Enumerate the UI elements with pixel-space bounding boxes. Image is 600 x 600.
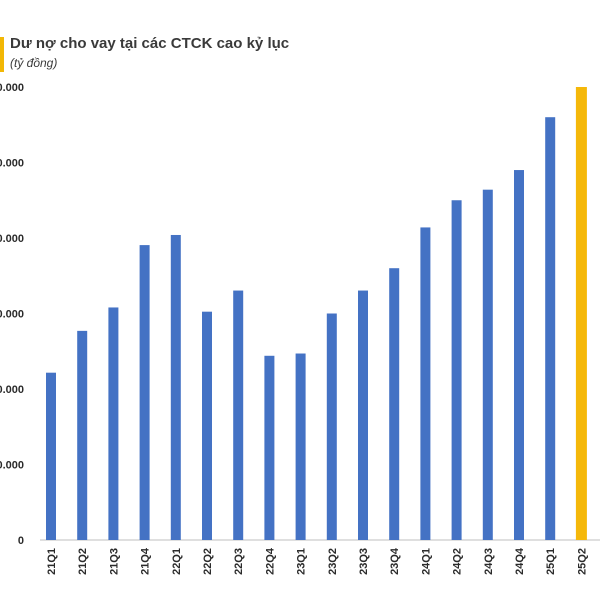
x-tick-label: 23Q4 (389, 547, 401, 575)
bar-25q1 (545, 117, 556, 540)
y-tick-label: 0.000 (0, 309, 24, 321)
y-tick-label: 0.000 (0, 384, 24, 396)
bar-21q3 (108, 307, 119, 540)
x-tick-label: 24Q3 (483, 548, 495, 575)
chart-subtitle: (tỷ đồng) (10, 56, 58, 70)
y-tick-label: 0.000 (0, 158, 24, 170)
chart-title: Dư nợ cho vay tại các CTCK cao kỷ lục (10, 35, 290, 52)
bar-24q4 (514, 170, 524, 541)
bar-24q3 (482, 189, 493, 540)
bar-22q4 (264, 355, 275, 540)
bar-25q2 (575, 87, 587, 540)
x-tick-label: 21Q4 (140, 547, 152, 575)
x-tick-label: 24Q4 (514, 547, 526, 575)
bar-23q2 (326, 313, 337, 540)
bar-24q1 (420, 227, 431, 540)
x-tick-label: 22Q2 (202, 548, 214, 575)
bar-21q4 (139, 245, 150, 541)
y-tick-label: 0.000 (0, 460, 24, 472)
x-tick-label: 24Q1 (420, 548, 432, 575)
bars-group (46, 87, 587, 541)
x-tick-label: 25Q1 (545, 548, 557, 575)
bar-22q2 (202, 311, 212, 540)
bar-22q1 (170, 234, 181, 541)
x-axis-ticks: 21Q1 21Q2 21Q3 21Q4 22Q1 22Q2 22Q3 22Q4 23Q1 23Q2… (46, 547, 588, 575)
title-accent-bar (0, 37, 4, 72)
x-tick-label: 21Q1 (46, 548, 58, 575)
bar-24q2 (451, 200, 462, 540)
bar-23q1 (295, 353, 306, 540)
x-tick-label: 25Q2 (576, 548, 588, 575)
y-axis-ticks: 0 0.000 0.000 0.000 0.000 0.000 0.000 (0, 82, 24, 547)
bar-22q3 (233, 290, 244, 540)
x-tick-label: 21Q3 (108, 548, 120, 575)
x-tick-label: 22Q3 (233, 548, 245, 575)
bar-21q1 (46, 372, 56, 540)
x-tick-label: 22Q4 (264, 547, 276, 575)
x-tick-label: 22Q1 (171, 548, 183, 575)
bar-23q4 (389, 268, 400, 540)
x-tick-label: 23Q1 (296, 548, 308, 575)
bar-21q2 (77, 330, 88, 540)
x-tick-label: 23Q2 (327, 548, 339, 575)
x-tick-label: 21Q2 (77, 548, 89, 575)
x-tick-label: 24Q2 (452, 548, 464, 575)
y-tick-label: 0.000 (0, 82, 24, 94)
x-tick-label: 23Q3 (358, 548, 370, 575)
bar-23q3 (358, 290, 368, 540)
y-tick-label: 0.000 (0, 233, 24, 245)
y-tick-label: 0 (18, 535, 24, 547)
